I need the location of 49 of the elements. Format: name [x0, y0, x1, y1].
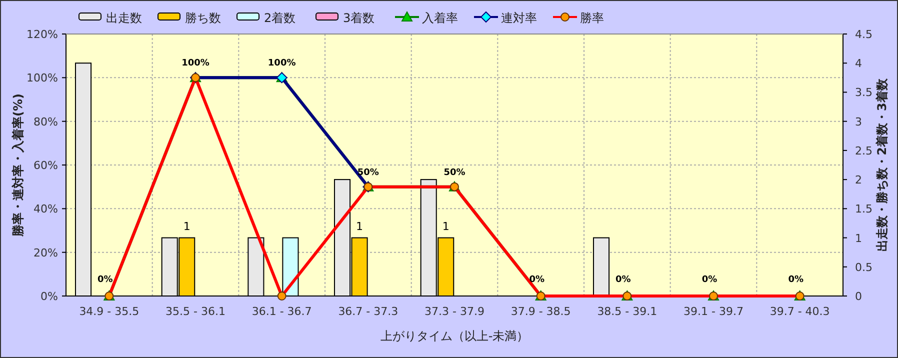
data-label: 50%	[357, 168, 379, 178]
data-label: 1	[442, 220, 450, 233]
legend-label: 2着数	[264, 11, 296, 25]
data-label: 0%	[529, 275, 544, 285]
legend-label: 勝率	[580, 11, 604, 25]
y2-tick-label: 2.5	[855, 144, 872, 158]
bar	[592, 237, 610, 296]
data-label: 1	[356, 220, 364, 233]
x-tick-label: 39.1 - 39.7	[684, 305, 744, 318]
legend-label: 入着率	[422, 11, 458, 25]
y-axis-title: 勝率・連対率・入着率(%)	[11, 94, 25, 238]
x-tick-label: 37.9 - 38.5	[510, 305, 571, 318]
x-tick-label: 37.3 - 37.9	[424, 305, 484, 318]
x-tick-label: 36.7 - 37.3	[338, 305, 398, 318]
data-label: 0%	[702, 275, 718, 285]
y2-tick-label: 2	[855, 174, 862, 187]
y-tick-label: 120%	[26, 28, 58, 41]
y2-tick-label: 0	[855, 290, 862, 303]
y2-tick-label: 4	[855, 57, 862, 70]
legend-label: 3着数	[343, 11, 375, 25]
y2-tick-label: 4.5	[855, 28, 872, 41]
data-label: 1	[183, 220, 190, 233]
y-tick-label: 0%	[40, 290, 58, 303]
data-label: 0%	[788, 275, 804, 285]
x-tick-label: 34.9 - 35.5	[79, 305, 140, 318]
y-tick-label: 40%	[34, 202, 58, 216]
y-tick-label: 20%	[34, 246, 58, 260]
legend-label: 勝ち数	[185, 11, 221, 25]
y2-tick-label: 3.5	[855, 86, 872, 100]
y-tick-label: 80%	[34, 115, 58, 128]
legend-label: 出走数	[106, 11, 142, 25]
y-tick-label: 60%	[34, 159, 58, 172]
x-tick-label: 35.5 - 36.1	[166, 305, 226, 318]
y2-tick-label: 3	[855, 115, 862, 128]
data-label: 100%	[182, 58, 210, 69]
y-tick-label: 100%	[26, 72, 58, 85]
y2-tick-label: 1	[855, 232, 862, 245]
x-axis-title: 上がりタイム（以上-未満）	[380, 329, 529, 343]
x-tick-label: 39.7 - 40.3	[770, 305, 830, 318]
y2-axis-title: 出走数・勝ち数・2着数・3着数	[875, 78, 889, 252]
y2-tick-label: 1.5	[855, 202, 872, 216]
data-label: 0%	[616, 275, 631, 285]
x-tick-label: 36.1 - 36.7	[252, 305, 312, 318]
y2-tick-label: 0.5	[855, 260, 872, 274]
data-label: 0%	[98, 275, 113, 285]
x-tick-label: 38.5 - 39.1	[597, 305, 658, 318]
data-label: 100%	[268, 58, 296, 69]
data-label: 50%	[444, 168, 466, 178]
legend-label: 連対率	[501, 11, 537, 25]
